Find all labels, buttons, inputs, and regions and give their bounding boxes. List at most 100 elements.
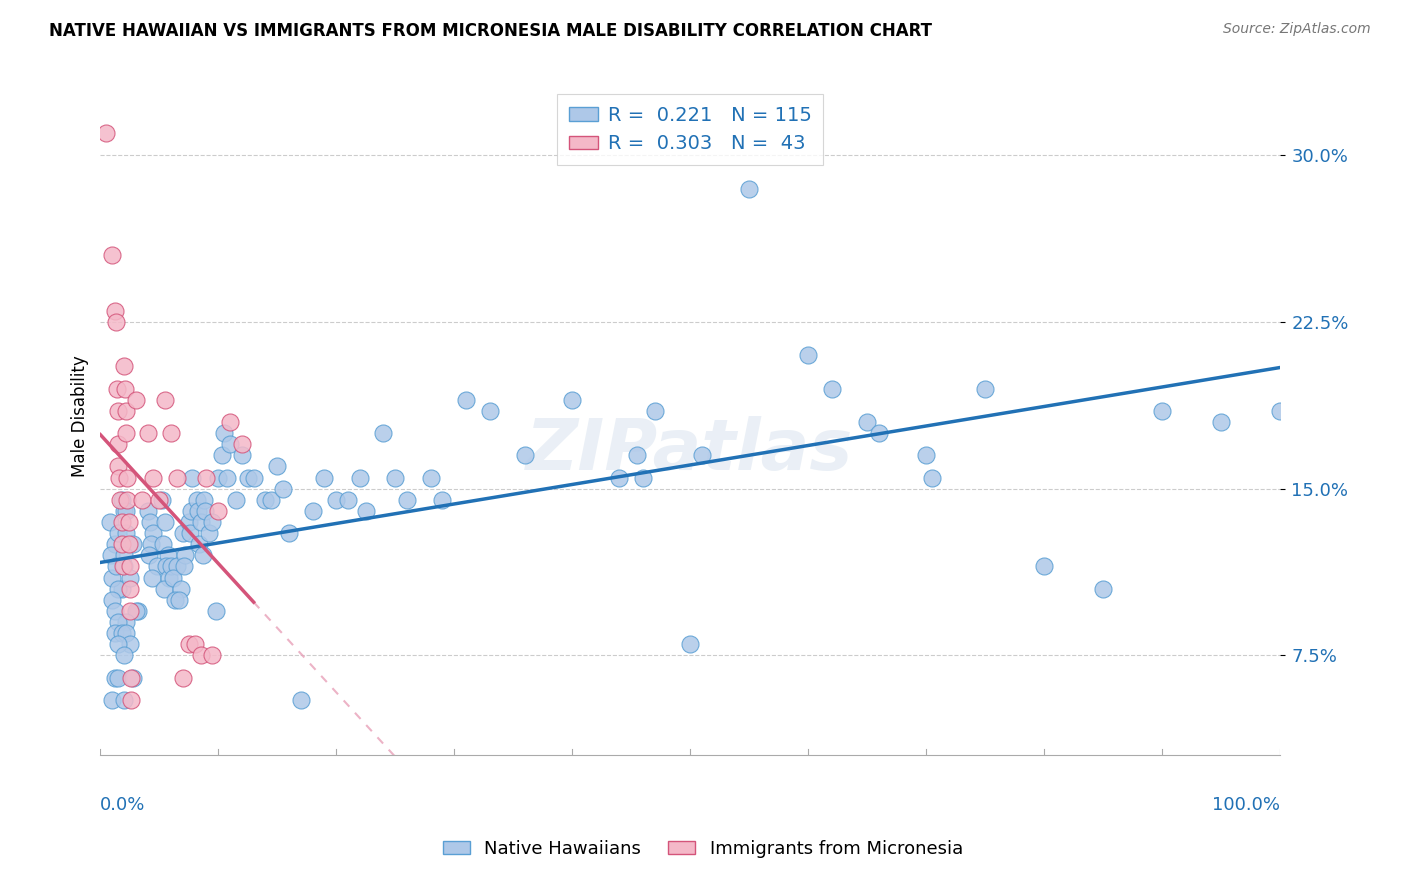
Point [290, 693, 312, 707]
Point [278, 526, 301, 541]
Point [1268, 404, 1291, 418]
Point [155, 515, 177, 529]
Point [478, 404, 501, 418]
Point [183, 637, 205, 651]
Point [513, 448, 536, 462]
Point [156, 549, 179, 563]
Point [191, 549, 214, 563]
Point [201, 515, 224, 529]
Point [179, 526, 201, 541]
Point [690, 448, 713, 462]
Point [105, 382, 128, 396]
Point [153, 582, 176, 596]
Point [166, 470, 188, 484]
Point [114, 382, 136, 396]
Point [103, 537, 125, 551]
Point [1091, 582, 1114, 596]
Point [107, 582, 129, 596]
Point [349, 470, 371, 484]
Point [125, 392, 148, 407]
Point [607, 470, 630, 484]
Point [118, 570, 141, 584]
Point [215, 470, 238, 484]
Point [148, 492, 170, 507]
Point [207, 470, 229, 484]
Point [225, 492, 247, 507]
Point [112, 504, 135, 518]
Point [112, 559, 135, 574]
Point [373, 425, 395, 440]
Point [644, 404, 666, 418]
Point [631, 470, 654, 484]
Point [169, 592, 191, 607]
Point [115, 425, 138, 440]
Point [219, 415, 242, 429]
Point [174, 549, 197, 563]
Point [107, 671, 129, 685]
Point [738, 181, 761, 195]
Point [314, 470, 336, 484]
Point [172, 671, 194, 685]
Point [118, 559, 141, 574]
Point [188, 537, 211, 551]
Point [195, 470, 218, 484]
Point [432, 492, 454, 507]
Point [187, 504, 209, 518]
Point [150, 492, 173, 507]
Point [107, 437, 129, 451]
Point [1209, 415, 1232, 429]
Point [98, 515, 121, 529]
Point [112, 359, 135, 374]
Point [384, 470, 406, 484]
Point [139, 537, 162, 551]
Point [626, 448, 648, 462]
Point [142, 526, 165, 541]
Point [419, 470, 441, 484]
Point [157, 570, 180, 584]
Point [110, 582, 132, 596]
Point [266, 459, 288, 474]
Point [181, 470, 204, 484]
Point [198, 526, 221, 541]
Point [190, 648, 212, 663]
Point [112, 549, 135, 563]
Point [115, 526, 138, 541]
Point [110, 515, 132, 529]
Point [201, 648, 224, 663]
Point [973, 382, 995, 396]
Point [115, 504, 138, 518]
Point [108, 470, 131, 484]
Point [110, 492, 132, 507]
Point [120, 693, 142, 707]
Point [679, 637, 702, 651]
Point [101, 693, 124, 707]
Point [190, 515, 212, 529]
Point [219, 437, 242, 451]
Point [118, 515, 141, 529]
Point [194, 504, 217, 518]
Point [236, 470, 259, 484]
Point [104, 315, 127, 329]
Point [112, 693, 135, 707]
Point [112, 648, 135, 663]
Point [180, 504, 202, 518]
Point [173, 559, 195, 574]
Point [110, 537, 132, 551]
Point [142, 470, 165, 484]
Text: ZIPatlas: ZIPatlas [526, 416, 853, 484]
Point [101, 592, 124, 607]
Point [115, 626, 138, 640]
Point [205, 604, 228, 618]
Point [104, 559, 127, 574]
Point [337, 492, 360, 507]
Point [856, 415, 879, 429]
Point [110, 626, 132, 640]
Point [115, 404, 138, 418]
Point [118, 604, 141, 618]
Point [177, 515, 200, 529]
Point [868, 425, 890, 440]
Point [454, 392, 477, 407]
Point [96, 126, 118, 140]
Point [152, 537, 174, 551]
Point [115, 615, 138, 629]
